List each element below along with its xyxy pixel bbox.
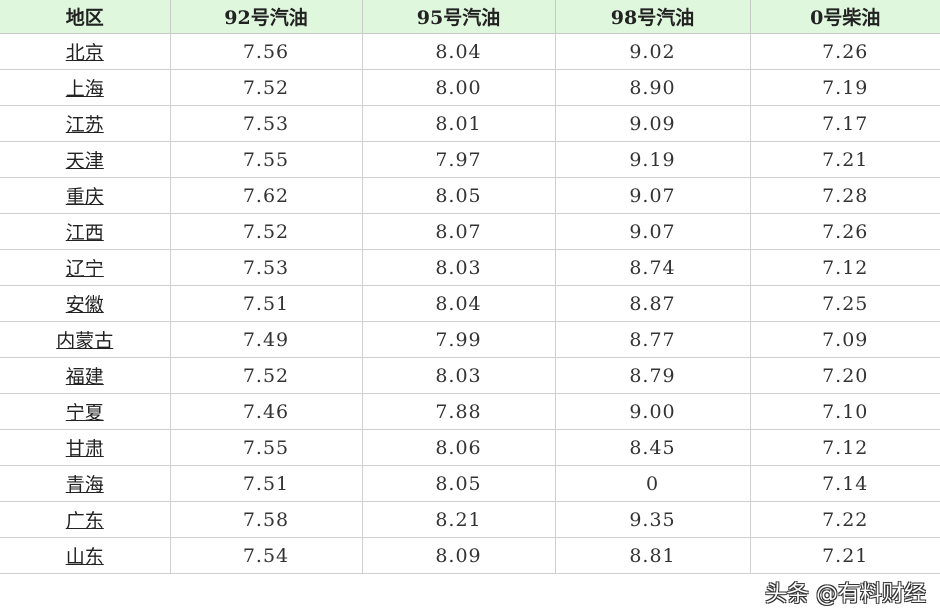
price-cell: 7.25 (749, 285, 940, 322)
price-cell: 8.79 (554, 357, 751, 394)
region-link[interactable]: 江苏 (0, 105, 171, 142)
price-cell: 7.21 (749, 141, 940, 178)
region-link[interactable]: 安徽 (0, 285, 171, 322)
price-cell: 7.51 (169, 285, 363, 322)
region-link[interactable]: 广东 (0, 501, 171, 538)
region-link[interactable]: 甘肃 (0, 429, 171, 466)
column-header: 地区 (0, 0, 171, 34)
price-cell: 7.54 (169, 537, 363, 574)
price-cell: 7.21 (749, 537, 940, 574)
price-cell: 7.10 (749, 393, 940, 430)
price-cell: 8.74 (554, 249, 751, 286)
table-row: 北京 7.56 8.04 9.02 7.26 (0, 33, 940, 70)
table-row: 江西 7.52 8.07 9.07 7.26 (0, 213, 940, 250)
price-cell: 7.17 (749, 105, 940, 142)
price-cell: 7.55 (169, 141, 363, 178)
price-cell: 7.97 (361, 141, 556, 178)
price-cell: 8.05 (361, 465, 556, 502)
price-cell: 7.09 (749, 321, 940, 358)
price-cell: 7.99 (361, 321, 556, 358)
price-cell: 8.07 (361, 213, 556, 250)
region-link[interactable]: 上海 (0, 69, 171, 106)
price-cell: 9.00 (554, 393, 751, 430)
region-link[interactable]: 天津 (0, 141, 171, 178)
price-cell: 7.49 (169, 321, 363, 358)
column-header: 92号汽油 (169, 0, 363, 34)
price-cell: 7.26 (749, 213, 940, 250)
price-cell: 8.00 (361, 69, 556, 106)
price-cell: 7.52 (169, 69, 363, 106)
price-cell: 7.51 (169, 465, 363, 502)
price-cell: 7.56 (169, 33, 363, 70)
price-cell: 7.46 (169, 393, 363, 430)
price-cell: 7.55 (169, 429, 363, 466)
table-row: 广东 7.58 8.21 9.35 7.22 (0, 501, 940, 538)
table-row: 江苏 7.53 8.01 9.09 7.17 (0, 105, 940, 142)
header-row: 地区 92号汽油 95号汽油 98号汽油 0号柴油 (0, 0, 940, 34)
price-cell: 7.26 (749, 33, 940, 70)
table-row: 重庆 7.62 8.05 9.07 7.28 (0, 177, 940, 214)
price-cell: 7.20 (749, 357, 940, 394)
region-link[interactable]: 北京 (0, 33, 171, 70)
price-cell: 0 (554, 465, 751, 502)
table-row: 山东 7.54 8.09 8.81 7.21 (0, 537, 940, 574)
column-header: 98号汽油 (554, 0, 751, 34)
table-row: 天津 7.55 7.97 9.19 7.21 (0, 141, 940, 178)
table-row: 上海 7.52 8.00 8.90 7.19 (0, 69, 940, 106)
price-cell: 7.52 (169, 357, 363, 394)
price-cell: 7.22 (749, 501, 940, 538)
region-link[interactable]: 重庆 (0, 177, 171, 214)
price-cell: 7.12 (749, 429, 940, 466)
table-row: 甘肃 7.55 8.06 8.45 7.12 (0, 429, 940, 466)
price-cell: 7.53 (169, 249, 363, 286)
region-link[interactable]: 青海 (0, 465, 171, 502)
price-cell: 7.28 (749, 177, 940, 214)
price-cell: 7.14 (749, 465, 940, 502)
column-header: 0号柴油 (749, 0, 940, 34)
price-cell: 7.53 (169, 105, 363, 142)
price-cell: 8.87 (554, 285, 751, 322)
price-cell: 8.77 (554, 321, 751, 358)
price-cell: 8.90 (554, 69, 751, 106)
column-header: 95号汽油 (361, 0, 556, 34)
table-row: 辽宁 7.53 8.03 8.74 7.12 (0, 249, 940, 286)
table-row: 青海 7.51 8.05 0 7.14 (0, 465, 940, 502)
price-cell: 8.03 (361, 249, 556, 286)
price-cell: 8.45 (554, 429, 751, 466)
price-cell: 9.09 (554, 105, 751, 142)
price-cell: 8.06 (361, 429, 556, 466)
price-cell: 7.19 (749, 69, 940, 106)
price-cell: 8.21 (361, 501, 556, 538)
price-cell: 8.04 (361, 33, 556, 70)
price-cell: 7.62 (169, 177, 363, 214)
price-cell: 9.07 (554, 177, 751, 214)
price-cell: 8.81 (554, 537, 751, 574)
region-link[interactable]: 江西 (0, 213, 171, 250)
region-link[interactable]: 宁夏 (0, 393, 171, 430)
price-cell: 7.12 (749, 249, 940, 286)
watermark: 头条 @有料财经 (765, 582, 926, 607)
price-cell: 9.02 (554, 33, 751, 70)
table-row: 安徽 7.51 8.04 8.87 7.25 (0, 285, 940, 322)
region-link[interactable]: 辽宁 (0, 249, 171, 286)
region-link[interactable]: 福建 (0, 357, 171, 394)
price-cell: 9.19 (554, 141, 751, 178)
price-cell: 7.58 (169, 501, 363, 538)
region-link[interactable]: 山东 (0, 537, 171, 574)
price-cell: 8.01 (361, 105, 556, 142)
price-cell: 7.88 (361, 393, 556, 430)
fuel-price-table: 地区 92号汽油 95号汽油 98号汽油 0号柴油 北京 7.56 8.04 9.02 7.26… (0, 0, 940, 574)
table-row: 宁夏 7.46 7.88 9.00 7.10 (0, 393, 940, 430)
price-cell: 8.09 (361, 537, 556, 574)
price-cell: 8.04 (361, 285, 556, 322)
table-row: 内蒙古 7.49 7.99 8.77 7.09 (0, 321, 940, 358)
region-link[interactable]: 内蒙古 (0, 321, 171, 358)
price-cell: 8.05 (361, 177, 556, 214)
price-cell: 7.52 (169, 213, 363, 250)
price-cell: 9.35 (554, 501, 751, 538)
price-cell: 8.03 (361, 357, 556, 394)
table-row: 福建 7.52 8.03 8.79 7.20 (0, 357, 940, 394)
price-cell: 9.07 (554, 213, 751, 250)
